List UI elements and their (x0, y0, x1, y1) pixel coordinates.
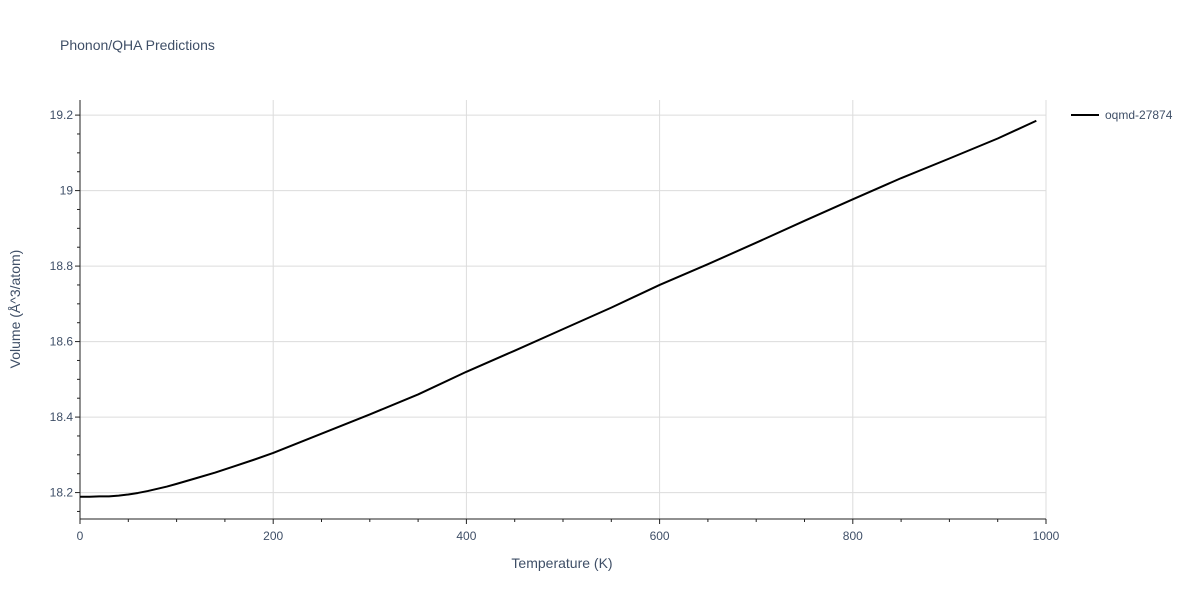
x-tick-label: 800 (843, 529, 863, 543)
x-tick-label: 1000 (1033, 529, 1060, 543)
x-tick-label: 0 (77, 529, 84, 543)
x-tick-label: 600 (650, 529, 670, 543)
y-axis-title: Volume (Å^3/atom) (7, 250, 23, 369)
y-tick-label: 18.8 (50, 259, 74, 273)
y-tick-label: 18.2 (50, 486, 74, 500)
x-tick-label: 400 (456, 529, 476, 543)
axes (75, 100, 1047, 524)
y-tick-label: 18.6 (50, 335, 74, 349)
plot-area (80, 119, 1037, 498)
chart-title: Phonon/QHA Predictions (60, 37, 215, 53)
legend-label: oqmd-27874 (1105, 108, 1173, 122)
y-tick-label: 19 (60, 184, 74, 198)
x-tick-label: 200 (263, 529, 283, 543)
y-tick-label: 18.4 (50, 410, 74, 424)
grid (80, 100, 1047, 519)
series-line-oqmd-27874 (80, 119, 1037, 498)
y-tick-label: 19.2 (50, 108, 74, 122)
tick-labels: 0 200 400 600 800 1000 18.2 18.4 18.6 18.8 19 19.2 (50, 108, 1060, 543)
legend[interactable]: oqmd-27874 (1071, 108, 1173, 122)
x-axis-title: Temperature (K) (511, 555, 612, 571)
